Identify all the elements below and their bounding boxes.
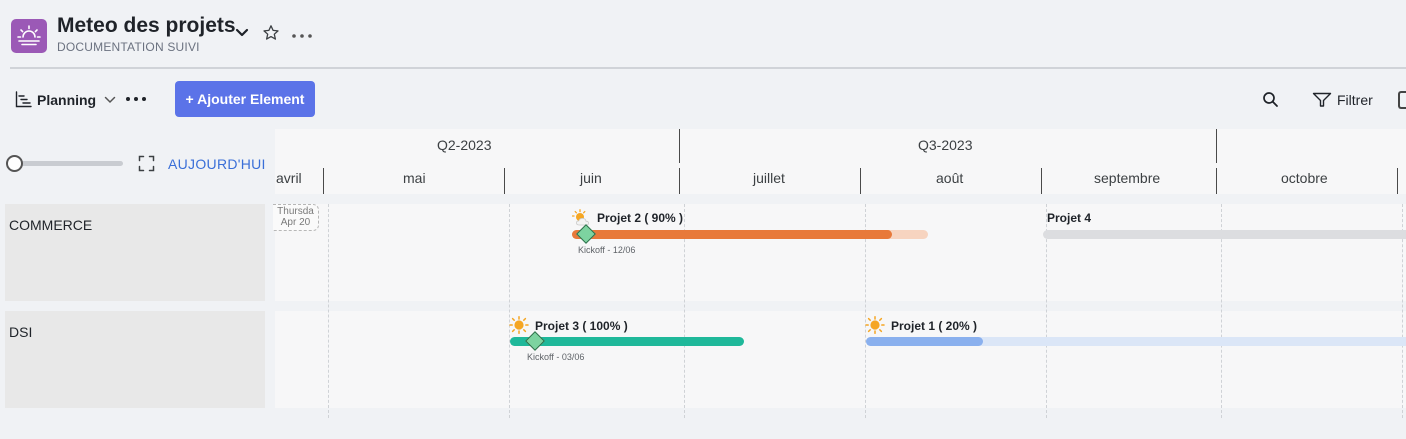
month-separator (679, 168, 680, 194)
month-separator (323, 168, 324, 194)
month-separator (1397, 168, 1398, 194)
month-label: mai (403, 170, 426, 186)
quarter-label: Q3-2023 (918, 137, 973, 153)
zoom-slider-track[interactable] (13, 161, 123, 166)
grid-line (684, 204, 685, 418)
page-subtitle: DOCUMENTATION SUIVI (57, 40, 200, 54)
month-label: juin (580, 170, 602, 186)
row-header-commerce[interactable] (5, 204, 265, 301)
filter-icon[interactable] (1312, 92, 1332, 108)
project-bar-track[interactable] (866, 337, 1406, 346)
grid-line (1221, 204, 1222, 418)
gantt-chart-icon[interactable] (15, 91, 32, 108)
grid-line (509, 204, 510, 418)
row-header-dsi[interactable] (5, 311, 265, 408)
row-timeline-dsi (275, 311, 1406, 408)
search-icon[interactable] (1262, 91, 1279, 108)
row-label: COMMERCE (9, 217, 93, 233)
month-label: avril (276, 170, 302, 186)
quarter-label: Q2-2023 (437, 137, 492, 153)
sun-cloud-icon (572, 209, 589, 226)
project-label[interactable]: Projet 1 ( 20% ) (891, 319, 978, 333)
project-bar-progress[interactable] (866, 337, 983, 346)
today-date: Apr 20 (280, 217, 311, 228)
sun-icon (509, 316, 529, 334)
project-label[interactable]: Projet 2 ( 90% ) (597, 211, 684, 225)
month-label: septembre (1094, 170, 1161, 186)
grid-line (1046, 204, 1047, 418)
zoom-slider-handle[interactable] (6, 155, 23, 172)
row-label: DSI (9, 324, 33, 340)
page-title: Meteo des projets (57, 14, 236, 37)
chevron-down-icon[interactable] (104, 96, 116, 104)
add-element-button[interactable]: + Ajouter Element (175, 81, 315, 117)
month-label: juillet (753, 170, 785, 186)
month-separator (1041, 168, 1042, 194)
fullscreen-icon[interactable] (138, 155, 155, 172)
filter-button[interactable]: Filtrer (1337, 92, 1373, 108)
month-separator (1216, 168, 1217, 194)
timeline-header (275, 129, 1406, 194)
header-divider (10, 67, 1406, 69)
grid-line (328, 204, 329, 418)
milestone-label: Kickoff - 12/06 (578, 245, 636, 255)
month-separator (860, 168, 861, 194)
more-options-icon[interactable] (291, 33, 313, 39)
today-button[interactable]: AUJOURD'HUI (168, 156, 266, 172)
month-label: octobre (1281, 170, 1328, 186)
row-timeline-commerce (275, 204, 1406, 301)
month-separator (504, 168, 505, 194)
project-bar-progress[interactable] (572, 230, 892, 239)
project-label[interactable]: Projet 3 ( 100% ) (535, 319, 628, 333)
grid-line (1402, 204, 1403, 418)
chevron-down-icon[interactable] (235, 27, 249, 39)
quarter-separator (1216, 129, 1217, 163)
grid-line (865, 204, 866, 418)
panel-toggle-icon[interactable] (1398, 91, 1406, 109)
star-icon[interactable] (262, 24, 280, 42)
quarter-separator (679, 129, 680, 163)
month-label: août (936, 170, 964, 186)
app-sunrise-icon (11, 19, 47, 53)
today-day: Thursda (277, 206, 314, 217)
more-options-icon[interactable] (125, 96, 147, 102)
today-marker: Thursda Apr 20 (273, 204, 319, 231)
project-bar-track[interactable] (1043, 230, 1406, 239)
project-bar-progress[interactable] (510, 337, 744, 346)
view-selector-label[interactable]: Planning (37, 92, 97, 108)
project-label[interactable]: Projet 4 (1047, 211, 1092, 225)
sun-icon (865, 316, 885, 334)
milestone-label: Kickoff - 03/06 (527, 352, 585, 362)
